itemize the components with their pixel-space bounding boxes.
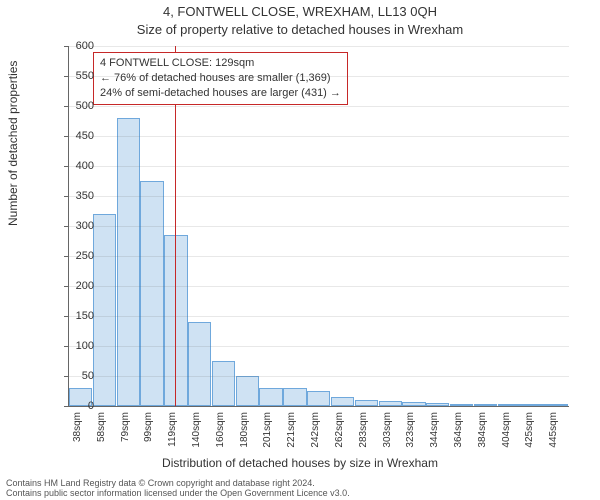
x-tick-label: 180sqm xyxy=(239,412,250,456)
x-tick-label: 283sqm xyxy=(358,412,369,456)
y-tick-label: 150 xyxy=(54,310,94,322)
x-tick-label: 160sqm xyxy=(215,412,226,456)
y-tick-label: 500 xyxy=(54,100,94,112)
y-axis-title: Number of detached properties xyxy=(6,61,20,226)
histogram-bar xyxy=(355,400,378,406)
y-tick-label: 400 xyxy=(54,160,94,172)
histogram-bar xyxy=(117,118,140,406)
histogram-bar xyxy=(236,376,259,406)
x-tick-label: 221sqm xyxy=(286,412,297,456)
annot-line2: ← 76% of detached houses are smaller (1,… xyxy=(100,71,341,86)
x-axis-title: Distribution of detached houses by size … xyxy=(0,456,600,470)
x-tick-label: 242sqm xyxy=(310,412,321,456)
y-tick-label: 200 xyxy=(54,280,94,292)
histogram-plot: 4 FONTWELL CLOSE: 129sqm ← 76% of detach… xyxy=(68,46,569,407)
chart-subtitle: Size of property relative to detached ho… xyxy=(0,22,600,37)
x-tick-label: 58sqm xyxy=(96,412,107,456)
histogram-bar xyxy=(474,404,497,406)
histogram-bar xyxy=(545,404,568,406)
histogram-bar xyxy=(498,404,521,406)
histogram-bar xyxy=(283,388,306,406)
y-tick-label: 0 xyxy=(54,400,94,412)
y-tick-label: 450 xyxy=(54,130,94,142)
y-tick-label: 300 xyxy=(54,220,94,232)
x-tick-label: 201sqm xyxy=(262,412,273,456)
histogram-bar xyxy=(450,404,473,406)
histogram-bar xyxy=(188,322,211,406)
annot-line1: 4 FONTWELL CLOSE: 129sqm xyxy=(100,56,341,71)
histogram-bar xyxy=(402,402,425,406)
y-tick-label: 250 xyxy=(54,250,94,262)
x-tick-label: 38sqm xyxy=(72,412,83,456)
x-tick-label: 344sqm xyxy=(429,412,440,456)
footer-line2: Contains public sector information licen… xyxy=(6,488,594,498)
annotation-box: 4 FONTWELL CLOSE: 129sqm ← 76% of detach… xyxy=(93,52,348,105)
x-tick-label: 262sqm xyxy=(334,412,345,456)
x-tick-label: 425sqm xyxy=(524,412,535,456)
y-tick-label: 350 xyxy=(54,190,94,202)
x-tick-label: 445sqm xyxy=(548,412,559,456)
histogram-bar xyxy=(379,401,402,406)
y-tick-label: 100 xyxy=(54,340,94,352)
x-tick-label: 303sqm xyxy=(382,412,393,456)
annot-line3: 24% of semi-detached houses are larger (… xyxy=(100,86,341,101)
y-tick-label: 50 xyxy=(54,370,94,382)
x-tick-label: 119sqm xyxy=(167,412,178,456)
x-tick-label: 99sqm xyxy=(143,412,154,456)
histogram-bar xyxy=(521,404,544,406)
y-tick-label: 550 xyxy=(54,70,94,82)
footer-line1: Contains HM Land Registry data © Crown c… xyxy=(6,478,315,488)
y-tick-label: 600 xyxy=(54,40,94,52)
x-tick-label: 384sqm xyxy=(477,412,488,456)
histogram-bar xyxy=(307,391,330,406)
histogram-bar xyxy=(212,361,235,406)
x-tick-label: 79sqm xyxy=(120,412,131,456)
footer-attribution: Contains HM Land Registry data © Crown c… xyxy=(6,478,594,498)
x-tick-label: 364sqm xyxy=(453,412,464,456)
histogram-bar xyxy=(140,181,163,406)
x-tick-label: 140sqm xyxy=(191,412,202,456)
histogram-bar xyxy=(331,397,354,406)
histogram-bar xyxy=(93,214,116,406)
x-tick-label: 323sqm xyxy=(405,412,416,456)
page-title: 4, FONTWELL CLOSE, WREXHAM, LL13 0QH xyxy=(0,4,600,19)
histogram-bar xyxy=(426,403,449,406)
x-tick-label: 404sqm xyxy=(501,412,512,456)
histogram-bar xyxy=(259,388,282,406)
